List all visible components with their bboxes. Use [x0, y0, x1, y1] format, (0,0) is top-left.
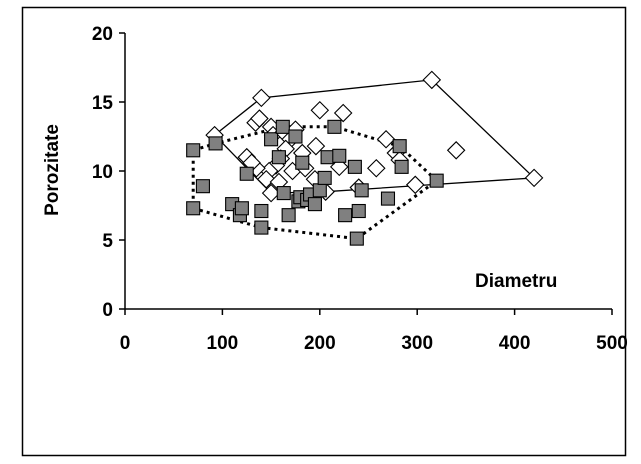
- square-point: [186, 143, 201, 158]
- square-point: [186, 201, 201, 216]
- square-point: [338, 208, 353, 223]
- diamond-point: [367, 158, 386, 178]
- x-tick-label: 300: [401, 333, 433, 354]
- diamond-point: [422, 70, 442, 90]
- square-point: [380, 191, 396, 206]
- square-point: [349, 231, 364, 246]
- chart-frame: [21, 6, 627, 457]
- diamond-point: [524, 168, 544, 188]
- square-point: [239, 166, 254, 181]
- x-tick-label: 400: [499, 333, 531, 354]
- square-point: [234, 201, 249, 216]
- y-tick-label: 0: [102, 300, 113, 321]
- square-point: [288, 129, 303, 144]
- x-tick-label: 200: [304, 333, 336, 354]
- square-point: [254, 220, 269, 235]
- square-point: [347, 159, 362, 174]
- square-point: [312, 183, 327, 198]
- square-point: [320, 150, 335, 165]
- y-tick-label: 15: [92, 93, 114, 114]
- square-series-envelope: [191, 125, 440, 241]
- square-point: [195, 179, 210, 194]
- x-tick-label: 500: [596, 333, 628, 354]
- square-point: [295, 155, 310, 170]
- diamond-point: [310, 101, 330, 120]
- square-point: [354, 183, 369, 198]
- marks-layer: [186, 70, 544, 246]
- y-axis-title: Porozitate: [42, 124, 63, 216]
- square-point: [327, 119, 342, 134]
- x-tick-label: 0: [120, 333, 131, 354]
- y-tick-label: 20: [92, 24, 113, 45]
- square-point: [394, 159, 409, 174]
- square-point: [332, 148, 347, 163]
- square-point: [276, 186, 291, 201]
- square-point: [271, 150, 286, 165]
- diamond-point: [306, 136, 326, 156]
- diamond-point: [333, 103, 353, 123]
- square-point: [429, 173, 444, 188]
- square-point: [392, 139, 407, 154]
- diamond-point: [256, 170, 276, 189]
- y-tick-label: 5: [102, 231, 113, 252]
- diamond-point: [252, 88, 271, 108]
- square-point: [275, 119, 290, 134]
- square-point: [208, 136, 223, 151]
- diamond-point: [405, 175, 425, 195]
- diamond-point: [446, 141, 466, 160]
- square-point: [307, 197, 322, 212]
- x-tick-label: 100: [207, 333, 239, 354]
- square-point: [264, 132, 279, 147]
- square-point: [317, 170, 332, 185]
- y-tick-label: 10: [92, 162, 113, 183]
- square-point: [351, 203, 366, 219]
- x-axis-title: Diametru: [475, 271, 557, 292]
- diamond-point: [250, 109, 269, 128]
- square-point: [254, 203, 269, 219]
- square-point: [281, 208, 296, 223]
- diamond-point: [376, 129, 396, 149]
